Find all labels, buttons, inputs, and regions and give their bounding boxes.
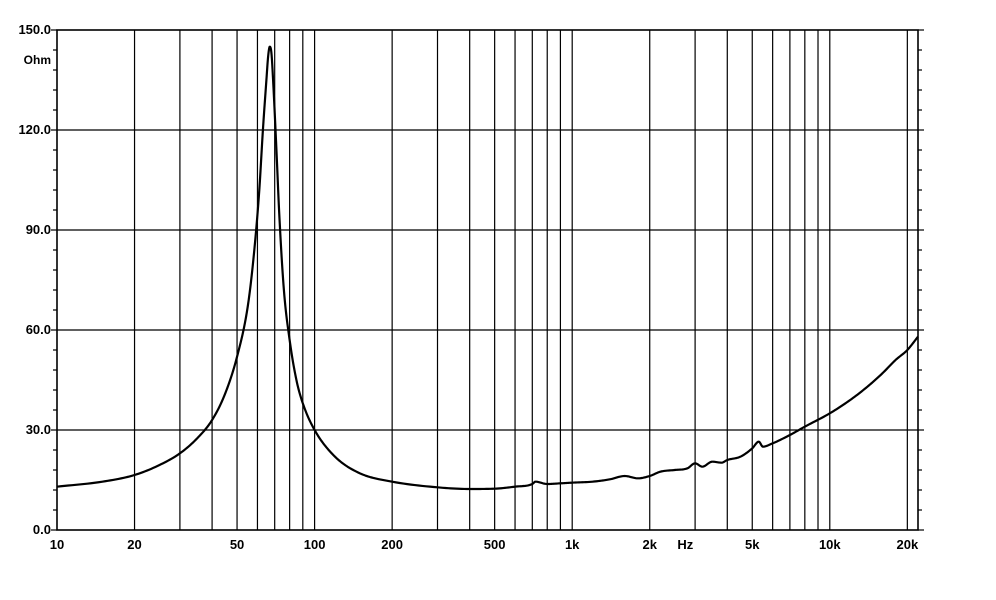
x-tick-label: 50 — [230, 537, 244, 552]
plot-frame — [56, 29, 919, 531]
y-tick-label: 0.0 — [33, 522, 51, 537]
y-tick-label: 30.0 — [26, 422, 51, 437]
x-tick-label: 1k — [565, 537, 580, 552]
x-tick-label: 20 — [127, 537, 141, 552]
y-tick-label: 90.0 — [26, 222, 51, 237]
curve-layer — [56, 45, 919, 491]
x-tick-label: 20k — [896, 537, 918, 552]
x-tick-label: 2k — [643, 537, 658, 552]
x-tick-label: 200 — [381, 537, 403, 552]
y-tick-label: 120.0 — [18, 122, 51, 137]
y-tick-label: 60.0 — [26, 322, 51, 337]
impedance-curve — [56, 45, 919, 491]
x-tick-label: 10 — [50, 537, 64, 552]
tick-marks — [51, 29, 924, 531]
x-tick-label: 5k — [745, 537, 760, 552]
x-tick-label: 10k — [819, 537, 841, 552]
y-tick-label: 150.0 — [18, 22, 51, 37]
x-tick-label: 100 — [304, 537, 326, 552]
tick-labels: 0.0 30.0 60.0 90.0 120.0 150.0 10 20 50 100 200 500… — [18, 22, 918, 552]
x-tick-label: 500 — [484, 537, 506, 552]
x-axis-unit-label: Hz — [677, 537, 693, 552]
y-axis-unit-label: Ohm — [24, 53, 51, 67]
